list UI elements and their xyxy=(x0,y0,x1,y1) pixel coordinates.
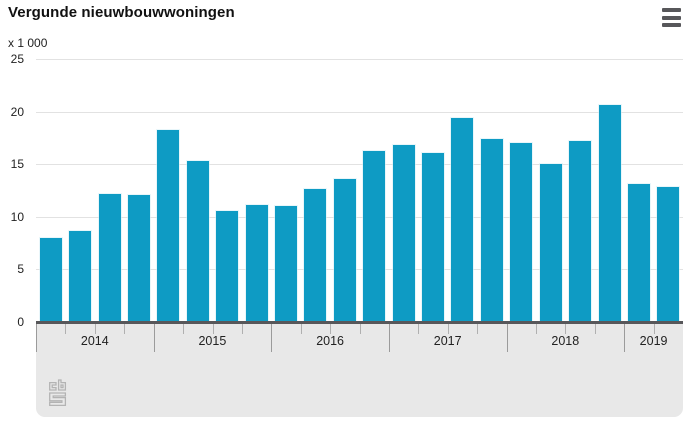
bar-2015-Q1[interactable] xyxy=(157,129,180,322)
quarter-tick xyxy=(94,324,96,334)
chart-title: Vergunde nieuwbouwwoningen xyxy=(8,4,235,21)
bar-2016-Q1[interactable] xyxy=(275,206,297,322)
bar-2015-Q3[interactable] xyxy=(216,210,239,322)
quarter-tick xyxy=(536,324,537,334)
y-axis-tick-label: 10 xyxy=(10,209,24,224)
quarter-tick xyxy=(447,324,449,334)
quarter-tick xyxy=(124,324,126,334)
bar-2018-Q4[interactable] xyxy=(598,105,621,322)
y-axis-tick-label: 0 xyxy=(17,315,24,329)
year-label-2016: 2016 xyxy=(316,334,344,348)
quarter-tick xyxy=(212,324,214,334)
bar-2017-Q2[interactable] xyxy=(422,152,444,322)
hamburger-menu-icon[interactable] xyxy=(662,8,682,27)
x-axis-baseline xyxy=(36,321,683,324)
y-axis-tick-label: 15 xyxy=(10,157,24,172)
year-label-2019: 2019 xyxy=(639,334,668,348)
year-separator-tick xyxy=(36,324,37,352)
bar-2015-Q2[interactable] xyxy=(186,161,209,322)
year-separator-tick xyxy=(388,324,390,352)
quarter-tick xyxy=(418,324,420,334)
gridline-15 xyxy=(36,164,683,166)
quarter-tick xyxy=(359,324,361,334)
bar-2014-Q4[interactable] xyxy=(127,194,150,322)
bar-2017-Q1[interactable] xyxy=(392,145,415,322)
y-axis-tick-label: 25 xyxy=(10,52,24,66)
gridline-20 xyxy=(36,111,683,113)
bar-2016-Q2[interactable] xyxy=(304,189,327,322)
year-label-2014: 2014 xyxy=(80,334,109,348)
bar-2016-Q3[interactable] xyxy=(333,178,356,322)
year-label-2017: 2017 xyxy=(433,334,462,348)
quarter-tick xyxy=(300,324,302,334)
year-separator-tick xyxy=(624,324,626,352)
bar-2014-Q1[interactable] xyxy=(39,237,62,322)
bar-2014-Q3[interactable] xyxy=(98,193,121,322)
quarter-tick xyxy=(594,324,596,334)
year-separator-tick xyxy=(506,324,508,352)
bar-2016-Q4[interactable] xyxy=(363,150,386,322)
bar-2017-Q3[interactable] xyxy=(451,117,474,322)
year-separator-tick xyxy=(271,324,273,352)
bar-2015-Q4[interactable] xyxy=(245,205,268,322)
quarter-tick xyxy=(65,324,67,334)
bar-2018-Q1[interactable] xyxy=(510,143,533,322)
quarter-tick xyxy=(565,324,567,334)
bar-2017-Q4[interactable] xyxy=(480,139,503,322)
bar-2019-Q2[interactable] xyxy=(657,187,680,322)
quarter-tick xyxy=(183,324,184,334)
cbs-logo-icon xyxy=(49,379,67,407)
quarter-tick xyxy=(241,324,243,334)
y-axis-tick-label: 5 xyxy=(17,262,24,277)
gridline-5 xyxy=(36,269,683,271)
y-axis-unit-label: x 1 000 xyxy=(8,36,48,50)
gridline-10 xyxy=(36,216,683,218)
bar-2014-Q2[interactable] xyxy=(69,230,92,322)
year-label-2015: 2015 xyxy=(198,334,227,348)
bar-2019-Q1[interactable] xyxy=(627,184,650,322)
bar-2018-Q2[interactable] xyxy=(539,164,562,322)
quarter-tick xyxy=(477,324,479,334)
year-separator-tick xyxy=(153,324,155,352)
year-label-2018: 2018 xyxy=(551,334,580,348)
quarter-tick xyxy=(653,324,655,334)
gridline-25 xyxy=(36,59,683,60)
x-axis-panel xyxy=(36,324,683,417)
quarter-tick xyxy=(330,324,332,334)
bar-2018-Q3[interactable] xyxy=(569,141,592,322)
y-axis-tick-label: 20 xyxy=(10,104,24,119)
